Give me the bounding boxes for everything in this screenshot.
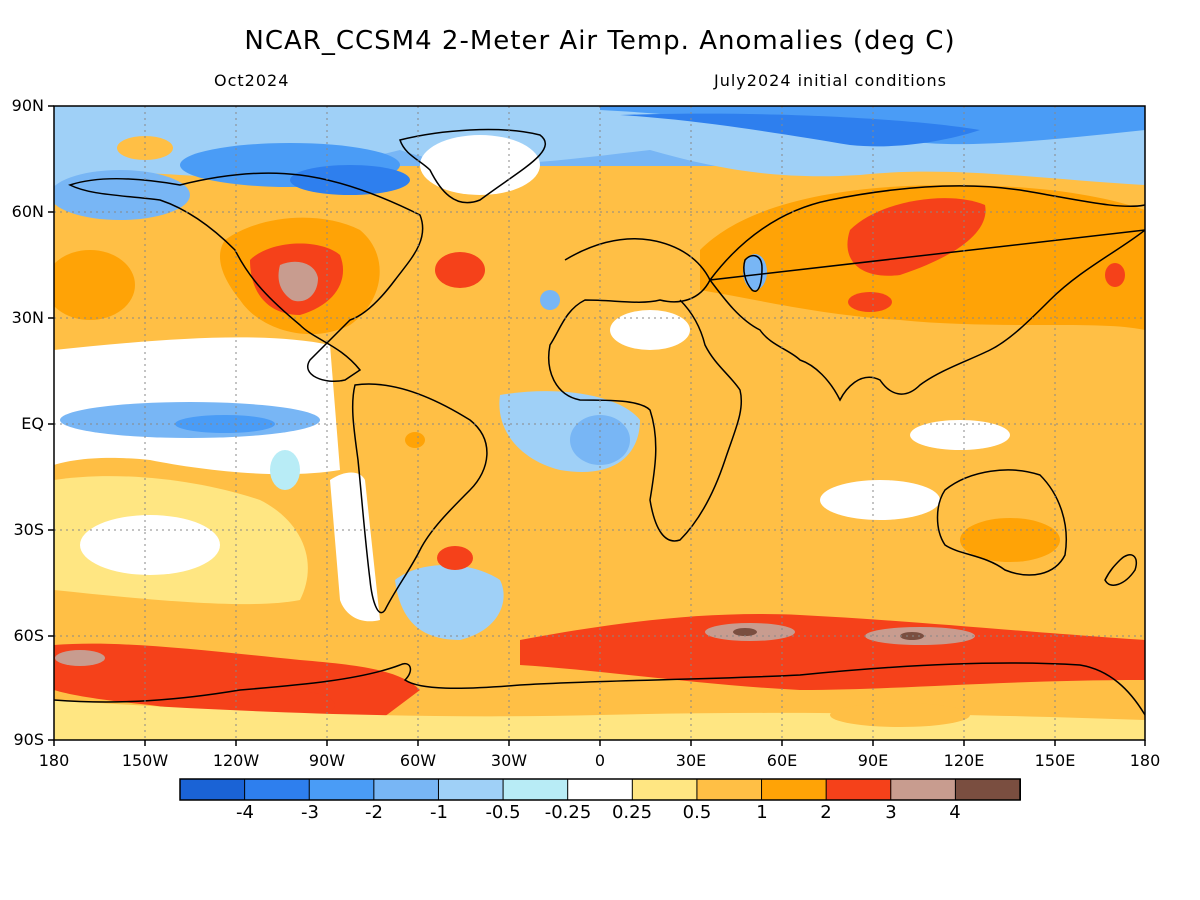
lat-label-eq: EQ — [21, 414, 44, 433]
colorbar-swatch — [631, 778, 698, 801]
colorbar-label: -4 — [236, 802, 254, 823]
lat-label-60n: 60N — [11, 202, 44, 221]
lon-label-180w: 180 — [38, 751, 70, 770]
axis-ticks — [48, 105, 1146, 746]
lon-label-60w: 60W — [399, 751, 437, 770]
colorbar-label: -3 — [301, 802, 319, 823]
lon-label-30w: 30W — [490, 751, 528, 770]
colorbar-swatch — [954, 778, 1022, 801]
colorbar-label: 0.25 — [611, 802, 653, 823]
colorbar-label: 2 — [820, 802, 832, 823]
colorbar-label: -1 — [430, 802, 448, 823]
lon-label-90e: 90E — [857, 751, 889, 770]
graticule — [54, 106, 1145, 740]
lon-label-120e: 120E — [943, 751, 985, 770]
valid-month-label: Oct2024 — [214, 71, 290, 90]
colorbar-swatch — [696, 778, 763, 801]
colorbar-swatch — [437, 778, 505, 801]
colorbar-swatch — [179, 778, 246, 801]
lon-label-150w: 150W — [121, 751, 169, 770]
colorbar-label: 4 — [949, 802, 961, 823]
lon-label-0: 0 — [594, 751, 606, 770]
colorbar-swatch — [890, 778, 957, 801]
lon-label-120w: 120W — [212, 751, 260, 770]
colorbar-label: -0.25 — [544, 802, 592, 823]
lat-label-90s: 90S — [13, 730, 44, 749]
colorbar-label: -0.5 — [485, 802, 521, 823]
colorbar-label: 1 — [756, 802, 768, 823]
anomaly-field — [54, 106, 1145, 740]
coastlines — [54, 128, 1145, 716]
colorbar-swatch — [244, 778, 311, 801]
colorbar-swatch — [761, 778, 828, 801]
colorbar-swatch — [825, 778, 892, 801]
colorbar-swatch — [308, 778, 375, 801]
lat-label-60s: 60S — [13, 626, 44, 645]
initial-conditions-label: July2024 initial conditions — [714, 71, 947, 90]
lat-label-30n: 30N — [11, 308, 44, 327]
colorbar-swatch — [502, 778, 569, 801]
lon-label-90w: 90W — [308, 751, 346, 770]
lat-label-90n: 90N — [11, 96, 44, 115]
lon-label-30e: 30E — [675, 751, 707, 770]
map-title: NCAR_CCSM4 2-Meter Air Temp. Anomalies (… — [244, 26, 956, 56]
colorbar — [179, 778, 1022, 801]
colorbar-frame — [179, 778, 1021, 801]
colorbar-label: 0.5 — [682, 802, 712, 823]
lon-label-180e: 180 — [1129, 751, 1161, 770]
colorbar-label: 3 — [885, 802, 897, 823]
lon-label-60e: 60E — [766, 751, 798, 770]
lat-label-30s: 30S — [13, 520, 44, 539]
colorbar-label: -2 — [365, 802, 383, 823]
lon-label-150e: 150E — [1034, 751, 1076, 770]
colorbar-swatch — [567, 778, 634, 801]
colorbar-swatch — [373, 778, 440, 801]
